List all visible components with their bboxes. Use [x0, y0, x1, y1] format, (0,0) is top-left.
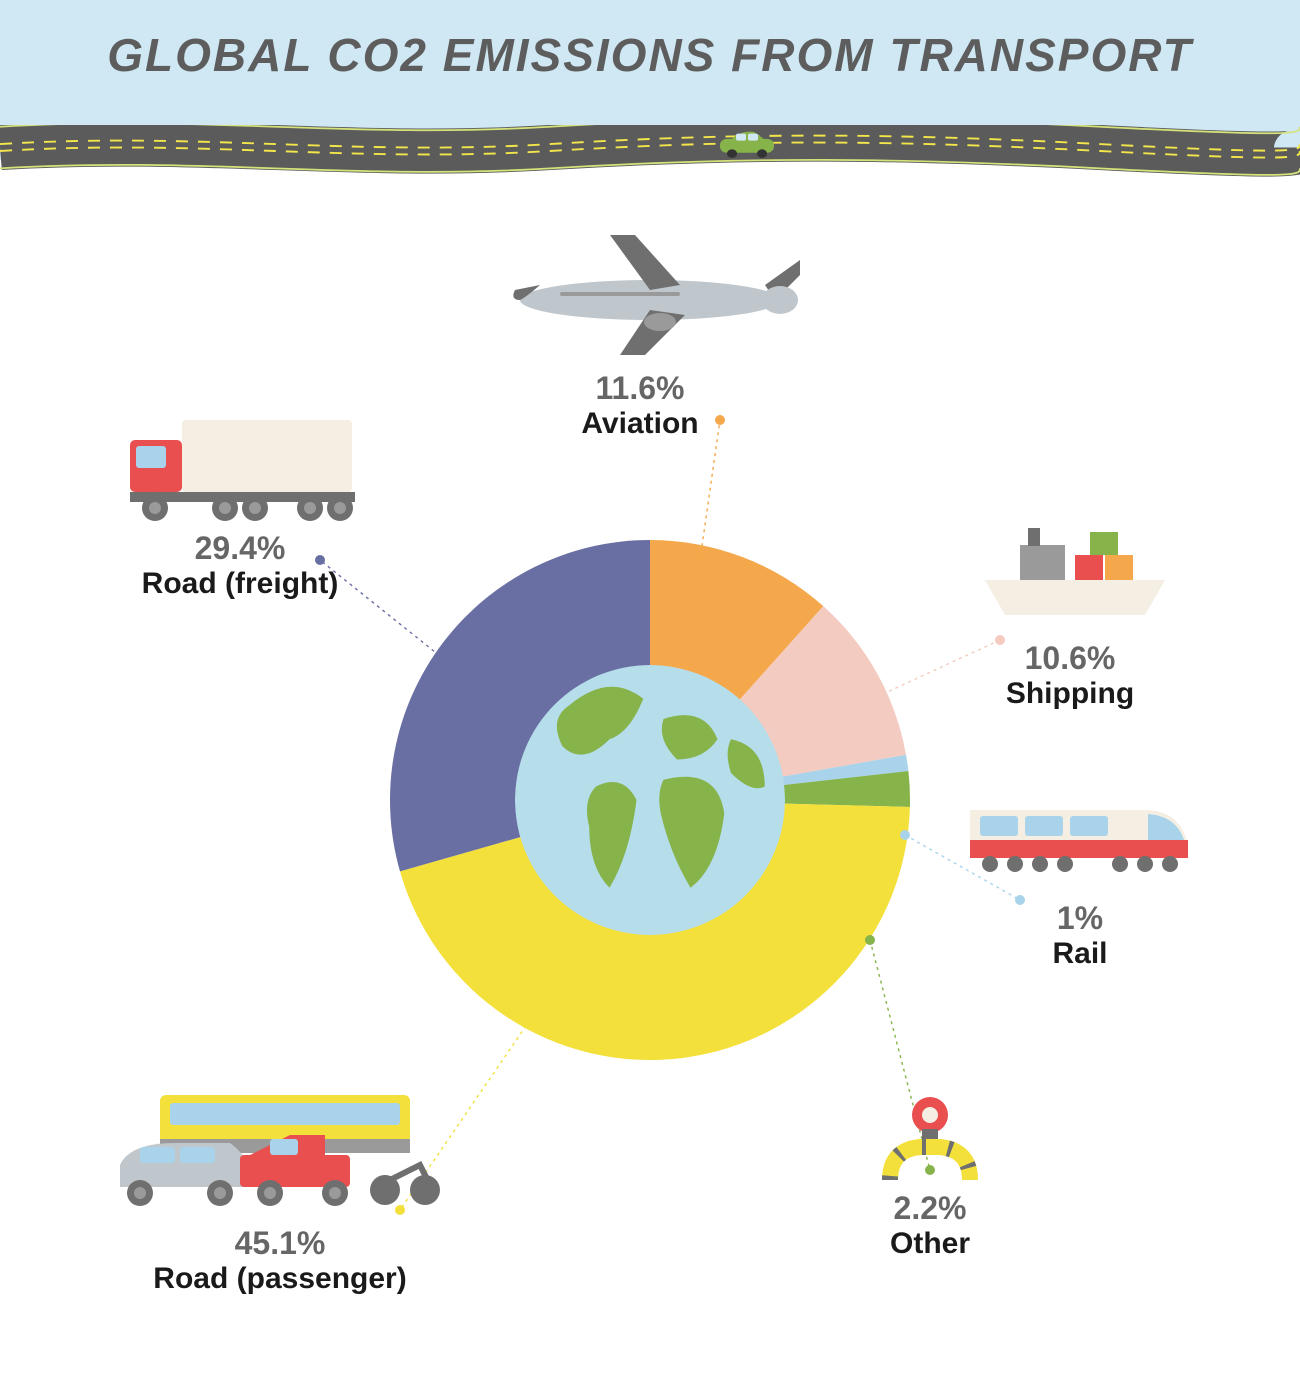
name-other: Other: [890, 1227, 970, 1261]
name-shipping: Shipping: [1006, 677, 1134, 711]
pipe-valve-icon: [870, 1095, 990, 1185]
name-road_passenger: Road (passenger): [153, 1262, 406, 1296]
page-title: GLOBAL CO2 EMISSIONS FROM TRANSPORT: [0, 28, 1300, 82]
name-road_freight: Road (freight): [142, 567, 339, 601]
pct-other: 2.2%: [890, 1190, 970, 1227]
airplane-icon: [500, 230, 800, 360]
label-road_passenger: 45.1% Road (passenger): [153, 1225, 406, 1296]
ship-icon: [980, 510, 1170, 620]
label-other: 2.2% Other: [890, 1190, 970, 1261]
leader-dot2-rail: [1015, 895, 1025, 905]
globe-icon: [515, 665, 785, 935]
leader-dot2-aviation: [715, 415, 725, 425]
pct-aviation: 11.6%: [581, 370, 698, 407]
pct-shipping: 10.6%: [1006, 640, 1134, 677]
label-road_freight: 29.4% Road (freight): [142, 530, 339, 601]
label-aviation: 11.6% Aviation: [581, 370, 698, 441]
pct-road_freight: 29.4%: [142, 530, 339, 567]
pct-rail: 1%: [1052, 900, 1107, 937]
name-aviation: Aviation: [581, 407, 698, 441]
truck-icon: [130, 410, 360, 530]
leader-aviation: [700, 420, 720, 560]
label-shipping: 10.6% Shipping: [1006, 640, 1134, 711]
pct-road_passenger: 45.1%: [153, 1225, 406, 1262]
label-rail: 1% Rail: [1052, 900, 1107, 971]
road-band: [0, 125, 1300, 177]
leader-dot2-shipping: [995, 635, 1005, 645]
vehicles-icon: [120, 1095, 440, 1215]
name-rail: Rail: [1052, 937, 1107, 971]
infographic-canvas: GLOBAL CO2 EMISSIONS FROM TRANSPORT: [0, 0, 1300, 1390]
train-icon: [970, 790, 1190, 880]
